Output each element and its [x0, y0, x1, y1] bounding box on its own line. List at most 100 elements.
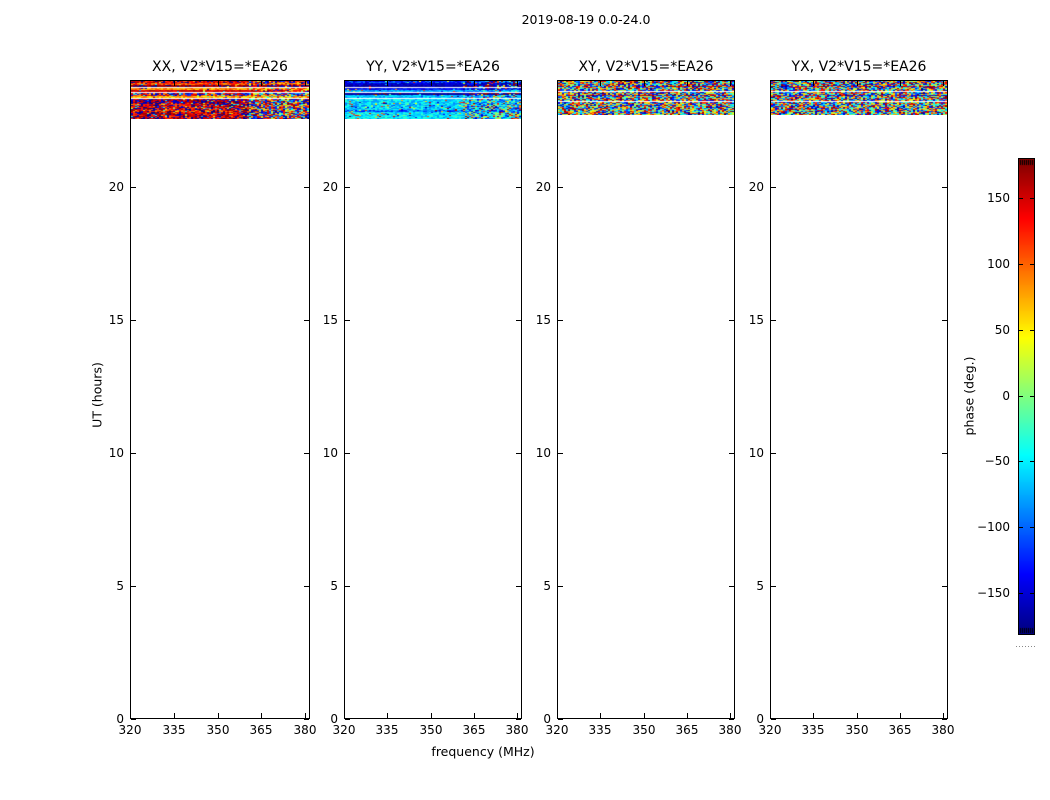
y-tick-right: [304, 187, 309, 188]
y-tick-right: [942, 719, 947, 720]
y-tick: [131, 586, 136, 587]
y-tick-right: [304, 719, 309, 720]
y-tick-label: 5: [330, 579, 338, 593]
subplot-xx: [130, 80, 310, 719]
x-tick-label: 365: [675, 723, 699, 737]
y-tick-label: 20: [322, 180, 338, 194]
y-tick-right: [942, 320, 947, 321]
x-tick: [730, 713, 731, 718]
x-tick-label: 380: [718, 723, 742, 737]
figure-title: 2019-08-19 0.0-24.0: [521, 12, 651, 27]
y-tick-label: 15: [108, 313, 124, 327]
y-tick-right: [304, 320, 309, 321]
y-tick-label: 15: [322, 313, 338, 327]
x-tick-label: 335: [801, 723, 825, 737]
y-tick-label: 20: [748, 180, 764, 194]
colorbar-tick-left: [1019, 527, 1023, 528]
colorbar-tick-label: −100: [977, 520, 1010, 534]
y-tick-right: [304, 453, 309, 454]
panel-title-xy: XY, V2*V15=*EA26: [578, 59, 714, 75]
x-tick-label: 350: [419, 723, 443, 737]
colorbar-tick-right: [1030, 264, 1034, 265]
y-tick-right: [942, 453, 947, 454]
x-tick-label: 380: [505, 723, 529, 737]
subplot-yx: [770, 80, 948, 719]
y-tick-label: 10: [748, 446, 764, 460]
x-tick: [174, 713, 175, 718]
colorbar-tick-left: [1019, 330, 1023, 331]
x-tick-label: 335: [588, 723, 612, 737]
x-tick-label: 365: [249, 723, 273, 737]
x-tick-label: 335: [375, 723, 399, 737]
x-tick-top: [943, 81, 944, 86]
x-tick-top: [474, 81, 475, 86]
y-tick: [771, 453, 776, 454]
y-tick: [558, 320, 563, 321]
colorbar-tick-left: [1019, 396, 1023, 397]
y-tick-right: [516, 586, 521, 587]
x-tick-label: 350: [845, 723, 869, 737]
colorbar-tick-label: −150: [977, 586, 1010, 600]
y-tick-label: 20: [108, 180, 124, 194]
y-tick-label: 0: [756, 712, 764, 726]
x-tick-top: [174, 81, 175, 86]
x-tick: [644, 713, 645, 718]
y-tick-right: [729, 453, 734, 454]
x-tick-top: [431, 81, 432, 86]
x-tick: [600, 713, 601, 718]
x-tick-label: 350: [632, 723, 656, 737]
x-tick: [474, 713, 475, 718]
y-tick-label: 10: [535, 446, 551, 460]
x-tick-top: [900, 81, 901, 86]
y-tick-label: 5: [543, 579, 551, 593]
colorbar-tick-label: 50: [994, 323, 1010, 337]
colorbar-tick-left: [1019, 198, 1023, 199]
x-tick: [305, 713, 306, 718]
y-tick: [345, 453, 350, 454]
panel-title-xx: XX, V2*V15=*EA26: [152, 59, 288, 75]
y-tick-right: [729, 719, 734, 720]
x-tick-top: [770, 81, 771, 86]
x-tick: [900, 713, 901, 718]
y-tick-right: [729, 187, 734, 188]
x-tick-top: [600, 81, 601, 86]
x-tick-top: [557, 81, 558, 86]
colorbar-tick-label: 150: [987, 191, 1010, 205]
y-tick: [131, 187, 136, 188]
x-tick-label: 380: [931, 723, 955, 737]
y-tick-label: 0: [116, 712, 124, 726]
x-tick: [687, 713, 688, 718]
subplot-yy: [344, 80, 522, 719]
y-tick: [771, 187, 776, 188]
x-tick: [387, 713, 388, 718]
y-tick: [345, 586, 350, 587]
x-tick: [344, 713, 345, 718]
y-tick: [558, 719, 563, 720]
x-tick-label: 320: [758, 723, 782, 737]
colorbar-tick-left: [1019, 461, 1023, 462]
x-tick-label: 380: [293, 723, 317, 737]
x-tick: [431, 713, 432, 718]
x-tick: [517, 713, 518, 718]
colorbar-tick-right: [1030, 527, 1034, 528]
xy-phase-waterfall-canvas: [558, 81, 734, 115]
x-tick-top: [261, 81, 262, 86]
y-tick: [131, 320, 136, 321]
colorbar-tick-left: [1019, 264, 1023, 265]
panel-title-yx: YX, V2*V15=*EA26: [791, 59, 927, 75]
y-tick: [771, 586, 776, 587]
x-tick: [261, 713, 262, 718]
x-tick: [770, 713, 771, 718]
y-tick-label: 5: [116, 579, 124, 593]
colorbar-tick-label: 100: [987, 257, 1010, 271]
y-tick-right: [516, 320, 521, 321]
colorbar-tick-right: [1030, 330, 1034, 331]
y-tick-right: [516, 453, 521, 454]
x-tick: [218, 713, 219, 718]
xx-phase-waterfall-canvas: [131, 81, 309, 119]
y-tick-right: [942, 187, 947, 188]
y-tick-right: [942, 586, 947, 587]
y-tick-label: 10: [108, 446, 124, 460]
panel-title-yy: YY, V2*V15=*EA26: [366, 59, 500, 75]
